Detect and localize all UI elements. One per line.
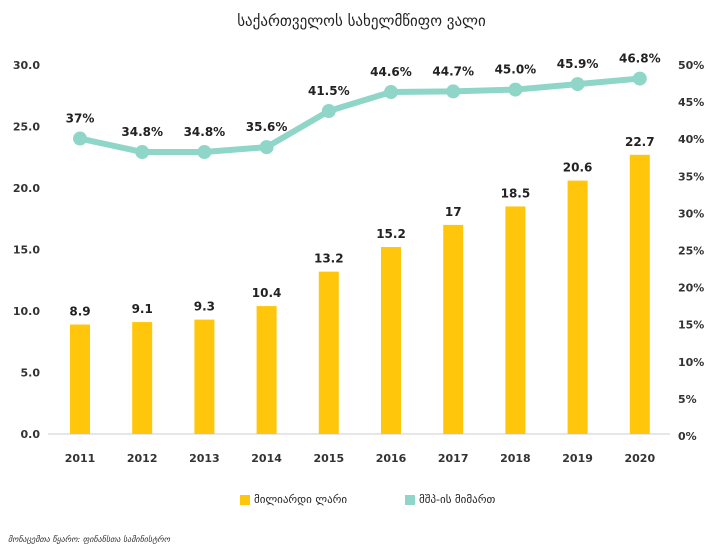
y-left-tick: 5.0 xyxy=(21,367,41,380)
line-value-label: 37% xyxy=(66,112,95,126)
line-point xyxy=(632,71,647,86)
bar xyxy=(256,306,277,434)
legend-label-line: მშპ-ის მიმართ xyxy=(419,493,496,506)
line-point xyxy=(197,145,212,160)
line-point xyxy=(446,84,461,99)
x-tick-label: 2016 xyxy=(376,452,407,465)
x-tick-label: 2017 xyxy=(438,452,469,465)
x-tick-label: 2015 xyxy=(313,452,344,465)
x-tick-label: 2012 xyxy=(127,452,158,465)
y-left-tick: 15.0 xyxy=(13,244,40,257)
y-left-tick: 30.0 xyxy=(13,59,40,72)
x-tick-label: 2011 xyxy=(65,452,96,465)
bar xyxy=(194,319,215,434)
legend-swatch-bars xyxy=(240,494,250,505)
bar xyxy=(70,324,90,434)
y-right-tick: 30% xyxy=(678,207,704,220)
y-right-tick: 5% xyxy=(678,393,697,406)
line-value-label: 44.7% xyxy=(432,64,474,78)
bar-value-label: 13.2 xyxy=(314,252,344,266)
line-point xyxy=(73,131,87,146)
line-value-label: 35.6% xyxy=(246,120,288,134)
line-point xyxy=(135,145,150,160)
bar-value-label: 20.6 xyxy=(563,161,593,175)
bar xyxy=(567,180,588,434)
x-tick-label: 2014 xyxy=(251,452,282,465)
line-point xyxy=(259,140,274,155)
y-right-tick: 35% xyxy=(678,170,704,183)
y-left-tick: 20.0 xyxy=(13,182,40,195)
y-left-tick: 10.0 xyxy=(13,305,40,318)
y-right-tick: 25% xyxy=(678,245,704,258)
bar xyxy=(132,322,153,434)
y-left-tick: 0.0 xyxy=(21,428,41,441)
y-right-tick: 50% xyxy=(678,59,704,72)
line-value-label: 34.8% xyxy=(184,125,226,139)
legend-item-bars: მილიარდი ლარი xyxy=(240,493,347,506)
legend-item-line: მშპ-ის მიმართ xyxy=(405,493,495,506)
bar-value-label: 17 xyxy=(445,205,462,219)
bar-value-label: 18.5 xyxy=(501,186,531,200)
line-value-label: 45.9% xyxy=(557,57,599,71)
bar-value-label: 9.3 xyxy=(194,300,215,314)
bar-value-label: 9.1 xyxy=(132,302,153,316)
gdp-ratio-line xyxy=(79,75,641,156)
line-point xyxy=(570,77,585,92)
y-right-tick: 15% xyxy=(678,319,704,332)
y-right-tick: 10% xyxy=(678,356,704,369)
y-right-tick: 0% xyxy=(678,430,697,443)
line-value-label: 34.8% xyxy=(121,125,163,139)
x-tick-label: 2018 xyxy=(500,452,531,465)
bar xyxy=(629,154,650,435)
line-point xyxy=(508,82,523,97)
x-tick-label: 2020 xyxy=(624,452,655,465)
bar xyxy=(443,224,464,434)
y-left-tick: 25.0 xyxy=(13,121,40,134)
legend-swatch-line xyxy=(405,494,415,505)
bar-value-label: 10.4 xyxy=(252,286,282,300)
line-value-label: 46.8% xyxy=(619,52,661,66)
chart-title: საქართველოს სახელმწიფო ვალი xyxy=(237,12,486,30)
bar xyxy=(318,271,339,434)
legend-label-bars: მილიარდი ლარი xyxy=(254,493,348,506)
bar xyxy=(505,206,526,434)
y-right-tick: 45% xyxy=(678,96,704,109)
bar-value-label: 15.2 xyxy=(376,227,406,241)
source-note: მონაცემთა წყარო: ფინანსთა სამინისტრო xyxy=(8,535,171,544)
line-value-label: 44.6% xyxy=(370,65,412,79)
x-tick-label: 2019 xyxy=(562,452,593,465)
bar-value-label: 8.9 xyxy=(69,305,90,319)
bar-value-label: 22.7 xyxy=(625,135,655,149)
line-value-label: 45.0% xyxy=(495,63,537,77)
x-tick-label: 2013 xyxy=(189,452,220,465)
line-point xyxy=(384,85,398,100)
y-right-tick: 20% xyxy=(678,282,704,295)
y-right-tick: 40% xyxy=(678,133,704,146)
line-value-label: 41.5% xyxy=(308,84,350,98)
line-point xyxy=(321,104,336,119)
bar xyxy=(381,247,401,434)
